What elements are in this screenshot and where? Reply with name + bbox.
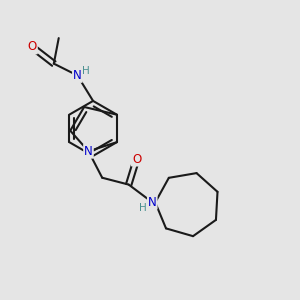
Text: H: H <box>82 65 90 76</box>
Text: H: H <box>139 203 146 213</box>
Text: O: O <box>28 40 37 53</box>
Text: N: N <box>84 145 93 158</box>
Text: N: N <box>73 69 82 82</box>
Text: N: N <box>148 196 157 209</box>
Text: O: O <box>132 153 141 166</box>
